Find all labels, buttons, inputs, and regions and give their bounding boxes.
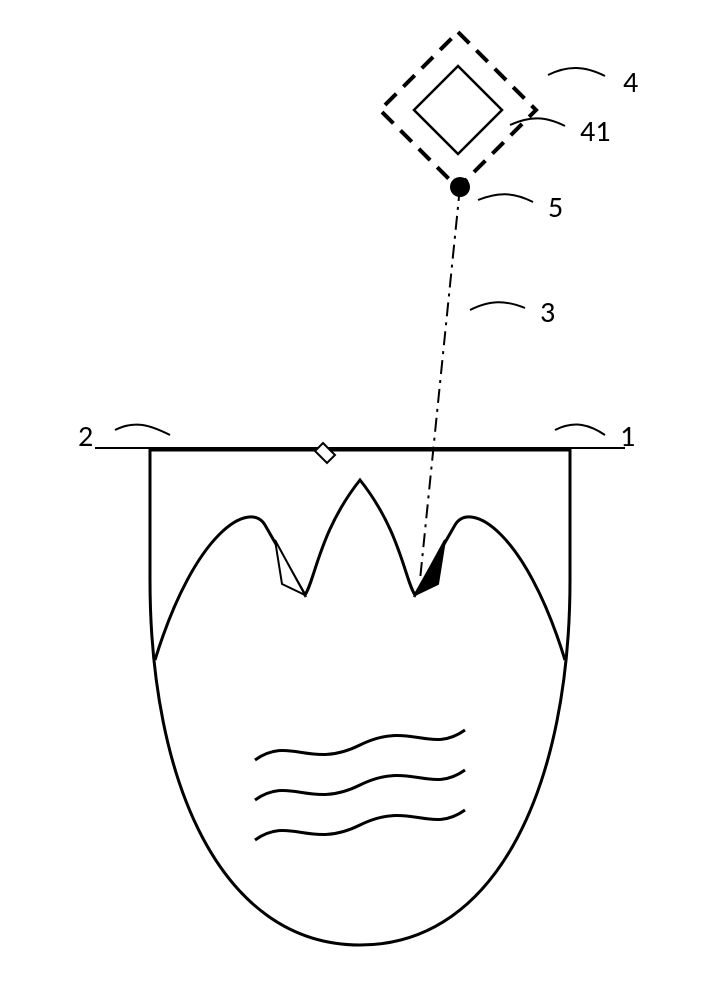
label-4: 4 — [623, 64, 638, 101]
label-3: 3 — [540, 294, 555, 331]
label-2: 2 — [78, 418, 93, 455]
label-5: 5 — [548, 189, 563, 226]
label-41: 41 — [580, 113, 610, 150]
label-1: 1 — [620, 418, 635, 455]
background — [0, 0, 722, 1000]
joint-dot-icon — [450, 177, 470, 197]
